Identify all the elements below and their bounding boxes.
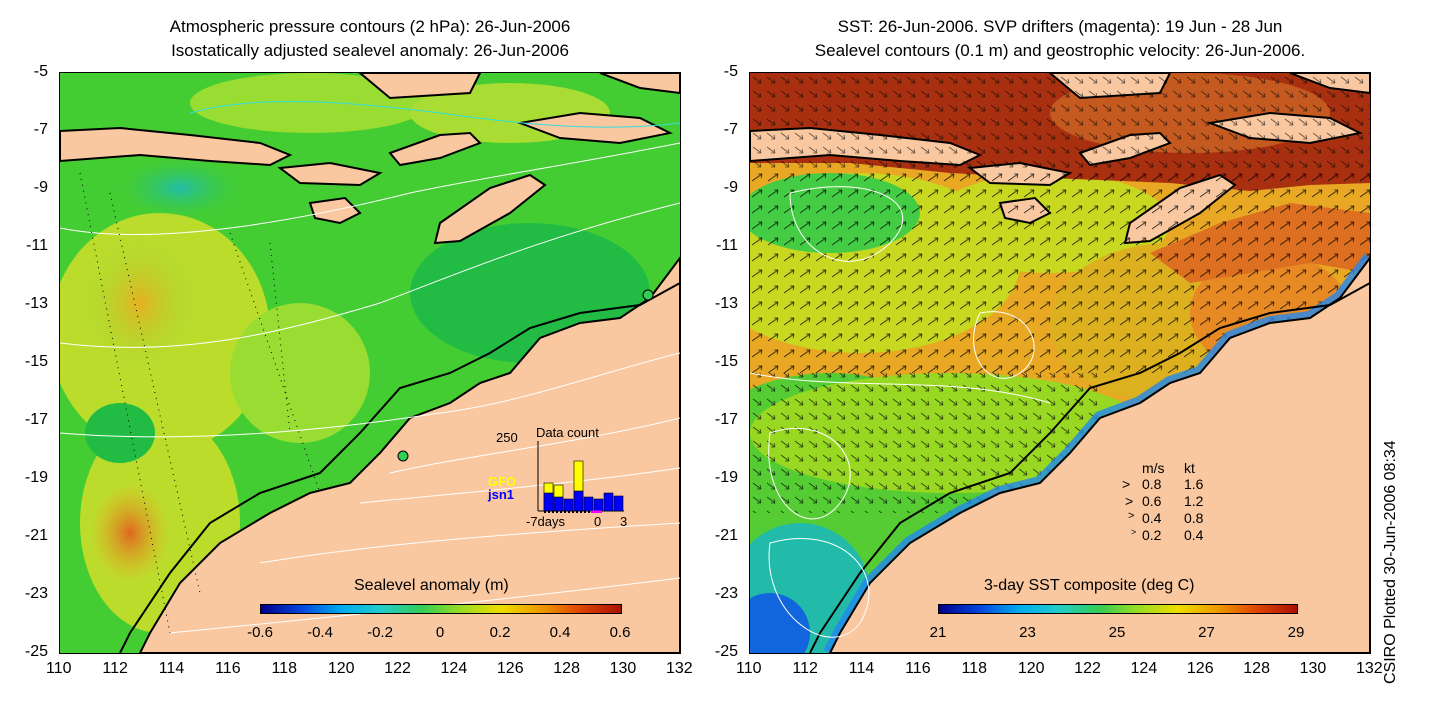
- left-colorbar-tick: -0.6: [247, 624, 273, 641]
- left-colorbar: [260, 604, 622, 614]
- right-x-tick-label: 124: [1130, 660, 1158, 677]
- inset-bar-jsn1: [543, 492, 554, 512]
- legend-arrow-icon: >: [1125, 493, 1134, 509]
- right-x-tick-label: 110: [736, 660, 762, 677]
- left-y-tick-label: -5: [33, 63, 48, 80]
- right-y-tick-label: -21: [714, 527, 738, 544]
- right-x-tick-label: 122: [1074, 660, 1101, 677]
- inset-label-jsn1: jsn1: [488, 487, 515, 502]
- left-colorbar-title: Sealevel anomaly (m): [354, 577, 509, 594]
- right-y-tick-label: -13: [714, 295, 738, 312]
- right-y-tick-label: -15: [714, 353, 738, 370]
- left-y-tick-label: -11: [26, 237, 48, 254]
- inset-ymax-label: 250: [496, 430, 518, 445]
- left-y-tick-label: -23: [24, 585, 48, 602]
- right-x-tick-label: 118: [961, 660, 987, 677]
- left-colorbar-tick: 0: [435, 624, 445, 641]
- left-colorbar-tick: 0.2: [489, 624, 511, 641]
- inset-bar-jsn1: [603, 492, 614, 512]
- plot-credit: CSIRO Plotted 30-Jun-2006 08:34: [1382, 440, 1399, 684]
- left-x-tick-label: 114: [158, 660, 185, 677]
- left-y-tick-label: -7: [33, 121, 48, 138]
- inset-bar-jsn1: [573, 490, 584, 512]
- inset-bar-jsn1: [553, 496, 564, 512]
- inset-bar-jsn1: [583, 496, 594, 512]
- sealevel-anomaly-map: 250 Data count GFO jsn1 -7days 0 3 Seale…: [59, 72, 681, 654]
- left-x-tick-label: 124: [440, 660, 468, 677]
- legend-arrow-icon: >: [1122, 476, 1131, 492]
- inset-bar-jsn1: [613, 495, 624, 512]
- legend-row-kt: 0.8: [1184, 510, 1204, 526]
- legend-header-ms: m/s: [1142, 460, 1165, 476]
- right-y-tick-label: -19: [714, 469, 738, 486]
- inset-xlabel-end: 3: [620, 514, 628, 529]
- legend-arrow-icon: >: [1131, 527, 1137, 537]
- left-x-tick-label: 132: [666, 660, 693, 677]
- left-colorbar-tick: -0.4: [307, 624, 333, 641]
- left-x-tick-label: 116: [215, 660, 241, 677]
- inset-xlabel-start: -7days: [526, 514, 566, 529]
- right-x-tick-label: 130: [1299, 660, 1327, 677]
- legend-row-ms: 0.2: [1142, 527, 1162, 543]
- right-x-tick-label: 120: [1017, 660, 1045, 677]
- right-x-tick-label: 132: [1356, 660, 1383, 677]
- legend-arrow-icon: >: [1128, 510, 1135, 522]
- left-y-tick-label: -9: [33, 179, 48, 196]
- left-colorbar-tick: 0.6: [609, 624, 631, 641]
- legend-row-kt: 1.6: [1184, 476, 1204, 492]
- left-y-tick-label: -19: [24, 469, 48, 486]
- left-y-tick-label: -25: [24, 643, 48, 660]
- left-x-tick-label: 126: [496, 660, 524, 677]
- inset-label-gfo: GFO: [488, 474, 517, 489]
- right-colorbar-tick: 27: [1198, 624, 1215, 641]
- right-title-line2: Sealevel contours (0.1 m) and geostrophi…: [814, 41, 1306, 60]
- left-x-tick-label: 112: [102, 660, 128, 677]
- right-colorbar-tick: 29: [1287, 624, 1305, 641]
- right-y-tick-label: -7: [723, 121, 738, 138]
- right-y-tick-label: -23: [714, 585, 738, 602]
- right-colorbar-tick: 21: [929, 624, 947, 641]
- right-x-tick-label: 128: [1243, 660, 1270, 677]
- legend-row-ms: 0.8: [1142, 476, 1162, 492]
- left-x-tick-label: 122: [384, 660, 411, 677]
- left-x-tick-label: 110: [46, 660, 72, 677]
- right-y-tick-label: -11: [716, 237, 738, 254]
- legend-row-kt: 0.4: [1184, 527, 1204, 543]
- right-title-line1: SST: 26-Jun-2006. SVP drifters (magenta)…: [837, 17, 1283, 36]
- left-x-tick-label: 128: [553, 660, 580, 677]
- left-y-tick-label: -21: [24, 527, 48, 544]
- inset-bar-jsn1: [563, 498, 574, 512]
- sst-map: m/s kt > 0.8 1.6 > 0.6 1.2 > 0.4 0.8 > 0…: [749, 72, 1371, 654]
- left-colorbar-tick: 0.4: [549, 624, 571, 641]
- legend-row-ms: 0.4: [1142, 510, 1162, 526]
- legend-header-kt: kt: [1184, 460, 1195, 476]
- right-y-tick-label: -25: [714, 643, 738, 660]
- legend-row-ms: 0.6: [1142, 493, 1162, 509]
- left-title-line2: Isostatically adjusted sealevel anomaly:…: [171, 41, 569, 60]
- right-colorbar: [938, 604, 1298, 614]
- left-y-tick-label: -13: [24, 295, 48, 312]
- right-y-tick-label: -17: [714, 411, 738, 428]
- left-x-tick-label: 118: [271, 660, 297, 677]
- left-y-tick-label: -15: [24, 353, 48, 370]
- left-y-tick-label: -17: [24, 411, 48, 428]
- right-x-tick-label: 112: [792, 660, 818, 677]
- right-y-tick-label: -9: [723, 179, 738, 196]
- left-colorbar-tick: -0.2: [367, 624, 393, 641]
- right-colorbar-tick: 25: [1108, 624, 1126, 641]
- left-title-line1: Atmospheric pressure contours (2 hPa): 2…: [169, 17, 571, 36]
- inset-title: Data count: [536, 425, 599, 440]
- right-x-tick-label: 116: [905, 660, 931, 677]
- inset-bar-jsn1: [593, 498, 604, 512]
- legend-row-kt: 1.2: [1184, 493, 1204, 509]
- right-y-tick-label: -5: [723, 63, 738, 80]
- right-x-tick-label: 126: [1186, 660, 1214, 677]
- inset-xlabel-zero: 0: [594, 514, 602, 529]
- left-x-tick-label: 120: [327, 660, 355, 677]
- right-colorbar-title: 3-day SST composite (deg C): [984, 577, 1195, 594]
- right-x-tick-label: 114: [848, 660, 875, 677]
- right-colorbar-tick: 23: [1019, 624, 1036, 641]
- left-x-tick-label: 130: [609, 660, 637, 677]
